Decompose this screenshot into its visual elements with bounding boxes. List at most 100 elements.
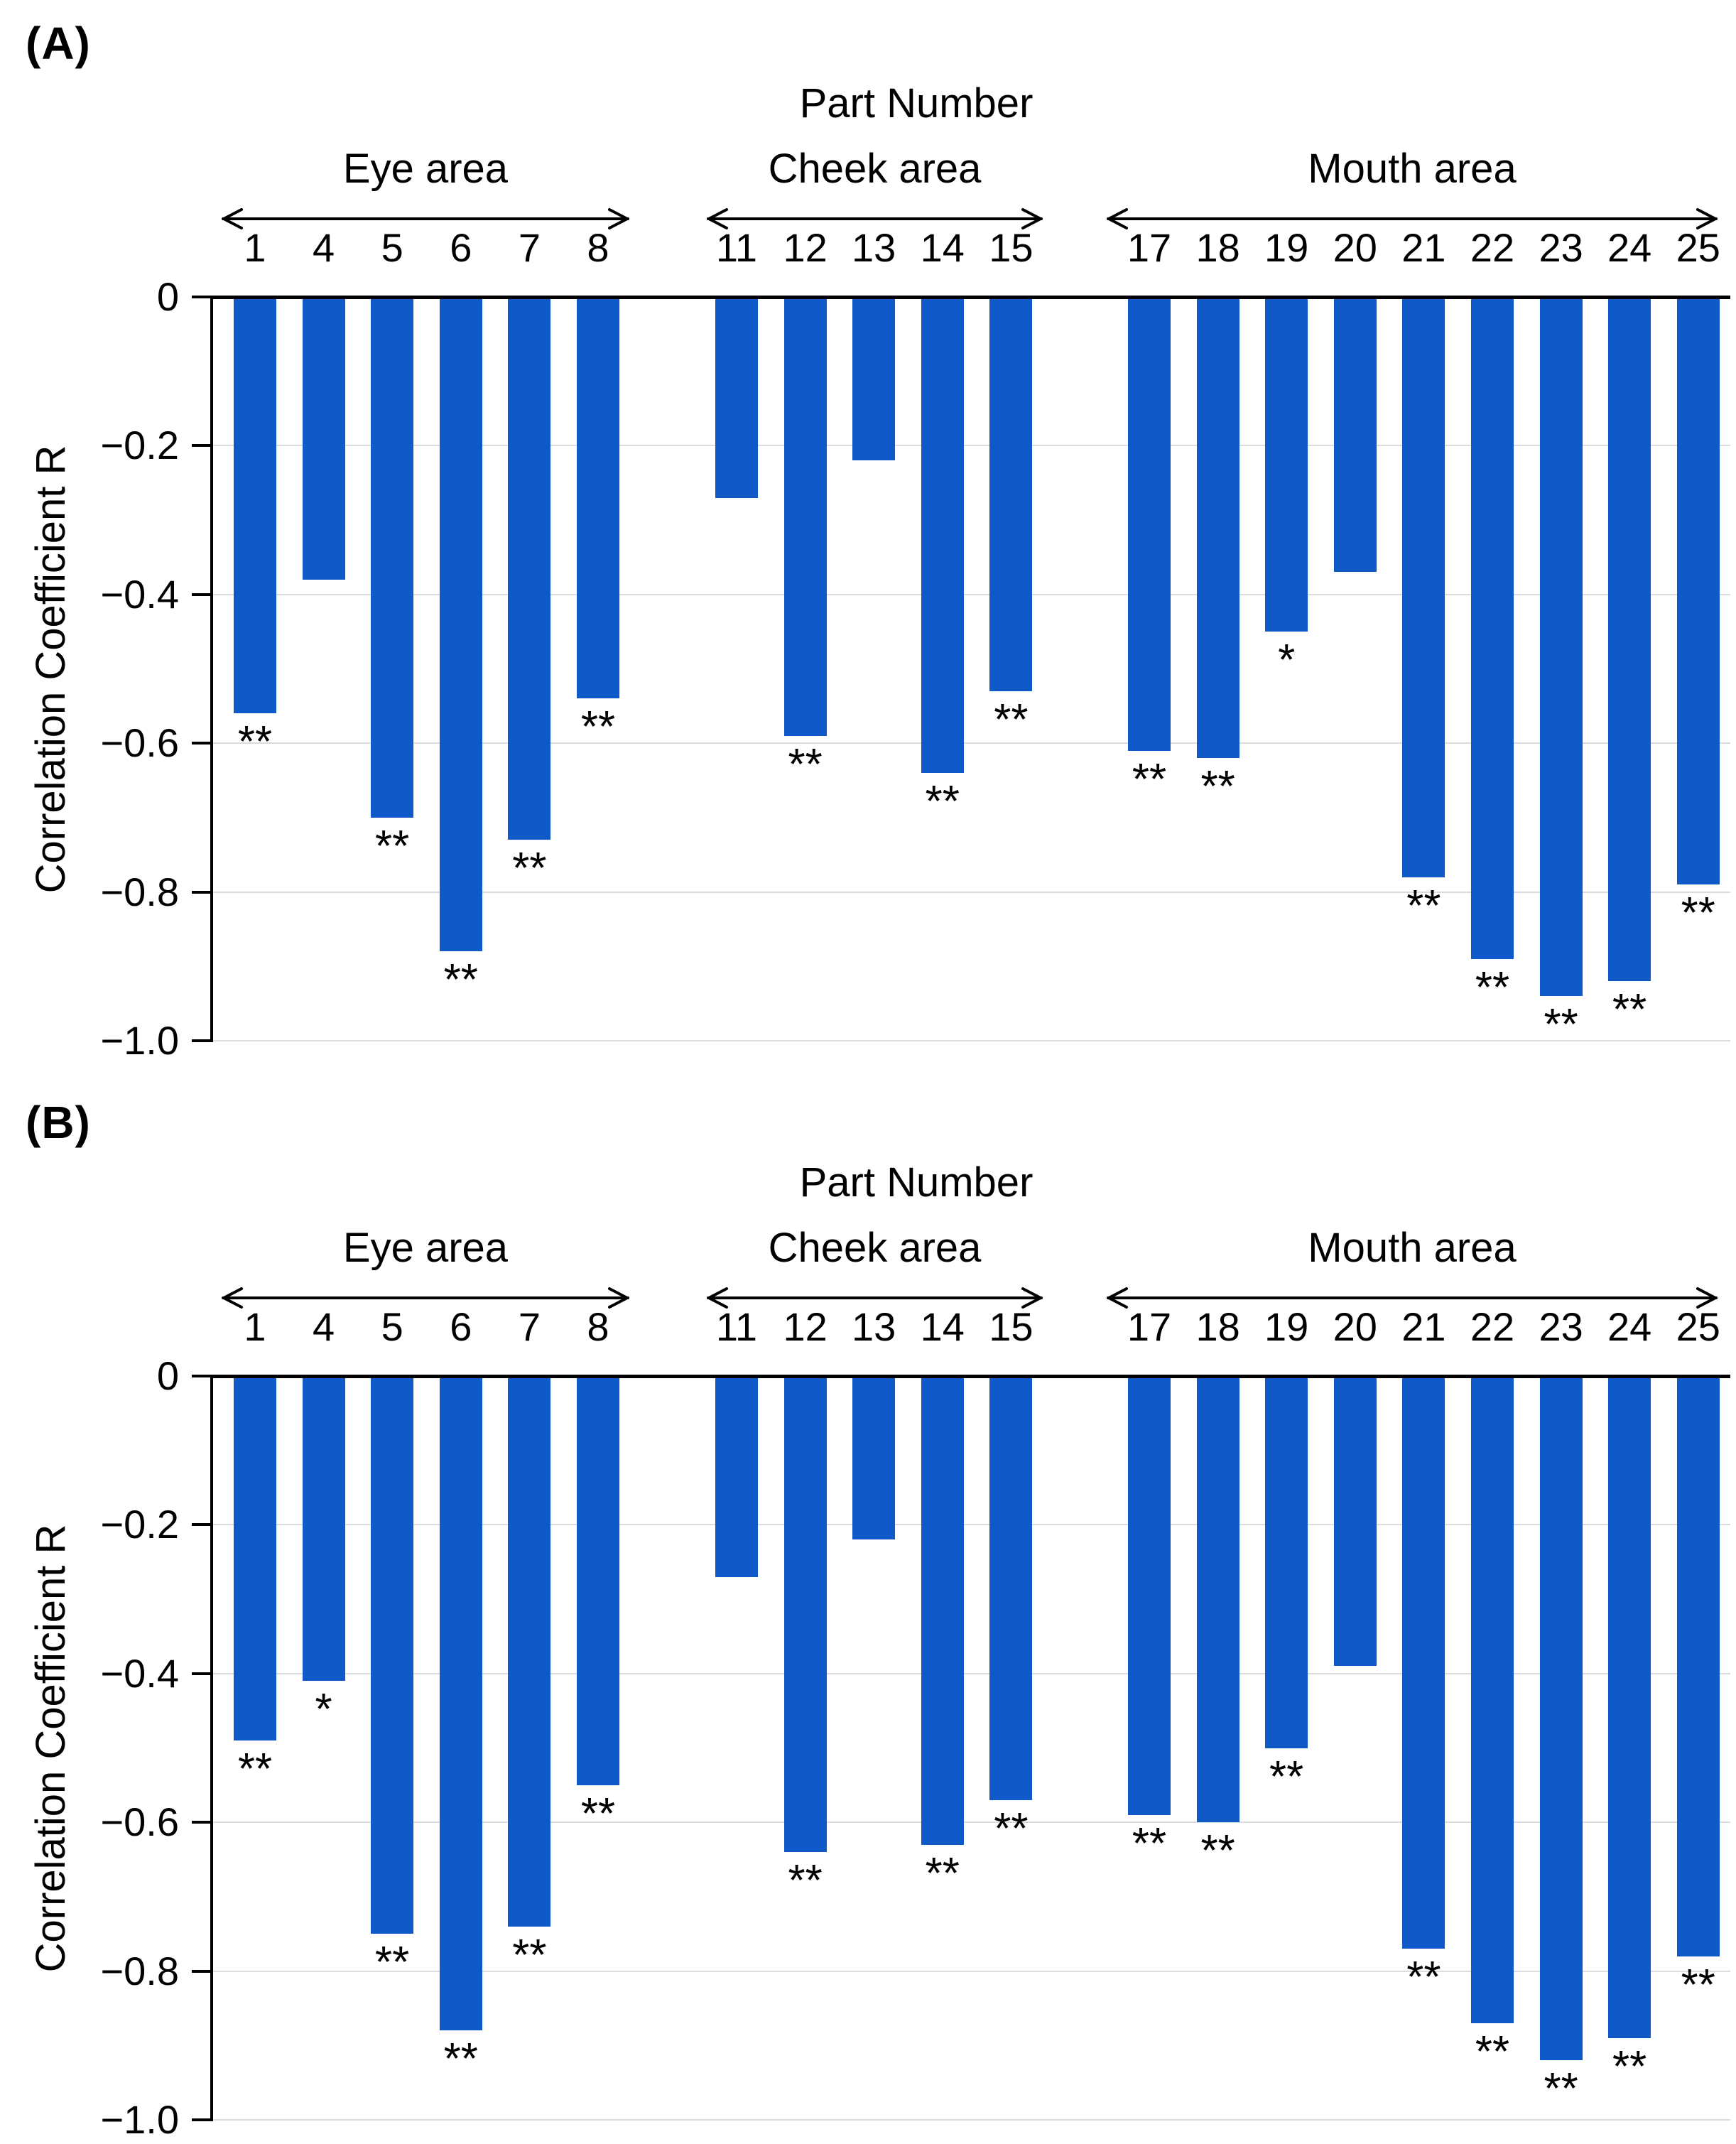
y-tick-label: −1.0 — [100, 1018, 179, 1063]
significance-marker: ** — [237, 1745, 273, 1794]
part-number-label: 17 — [1127, 225, 1172, 270]
part-number-label: 1 — [244, 225, 266, 270]
axis-tick — [192, 1375, 210, 1377]
y-tick-label: −0.2 — [100, 1502, 179, 1547]
y-tick-label: 0 — [156, 274, 179, 319]
significance-marker: ** — [1406, 1953, 1441, 2003]
bar — [783, 1378, 827, 1853]
significance-marker: ** — [1200, 762, 1235, 812]
significance-marker: ** — [1544, 1000, 1578, 1050]
x-axis-title: Part Number — [799, 80, 1034, 126]
group-arrow-icon — [217, 1285, 634, 1311]
axis-tick — [192, 1523, 210, 1527]
significance-marker: ** — [1132, 754, 1167, 804]
bar — [371, 1378, 414, 1934]
bar — [439, 1378, 482, 2031]
significance-marker: ** — [1475, 963, 1510, 1012]
gridline — [210, 1821, 1730, 1824]
significance-marker: ** — [443, 955, 478, 1005]
part-number-label: 18 — [1195, 225, 1240, 270]
part-number-label: 20 — [1333, 225, 1377, 270]
bar — [234, 1378, 276, 1741]
bar — [852, 1378, 896, 1540]
part-number-label: 22 — [1470, 1304, 1515, 1349]
part-number-label: 7 — [518, 225, 541, 270]
bar — [1196, 1378, 1239, 1823]
bar — [508, 1378, 551, 1927]
part-number-label: 18 — [1195, 1304, 1240, 1349]
y-tick-label: −0.4 — [100, 571, 179, 617]
panel-label: (B) — [26, 1097, 91, 1148]
part-number-label: 14 — [920, 225, 965, 270]
bar — [989, 299, 1033, 691]
bar — [1333, 299, 1377, 573]
part-number-label: 13 — [852, 1304, 896, 1349]
significance-marker: ** — [1544, 2064, 1578, 2114]
gridline — [210, 1672, 1730, 1674]
part-number-label: 19 — [1264, 225, 1309, 270]
group-arrow-icon — [217, 206, 634, 232]
bar — [1128, 299, 1171, 751]
part-number-label: 25 — [1676, 1304, 1720, 1349]
y-tick-label: −0.8 — [100, 1948, 179, 1993]
group-label: Mouth area — [1308, 146, 1517, 192]
panel-a: (A) Part Number Correlation Coefficient … — [26, 18, 1730, 1063]
significance-marker: * — [315, 1685, 332, 1735]
part-number-label: 21 — [1401, 1304, 1446, 1349]
axis-tick — [192, 2118, 210, 2121]
axis-tick — [192, 742, 210, 745]
group-label: Cheek area — [768, 1225, 982, 1271]
plot-area: 1 ** 4 * 5 ** 6 ** 7 ** 8 ** Eye area 11 12 ** 13 14 ** 15 *… — [0, 1079, 1736, 2144]
y-tick-label: −1.0 — [100, 2097, 179, 2142]
significance-marker: ** — [1475, 2027, 1510, 2077]
significance-marker: * — [1278, 636, 1296, 686]
part-number-label: 22 — [1470, 225, 1515, 270]
y-tick-label: −0.4 — [100, 1650, 179, 1696]
gridline — [210, 445, 1730, 447]
bar — [234, 299, 276, 714]
significance-marker: ** — [1612, 2042, 1647, 2091]
part-number-label: 21 — [1401, 225, 1446, 270]
zero-line — [210, 1375, 1730, 1378]
panel-label: (A) — [26, 18, 91, 69]
y-tick-label: −0.2 — [100, 423, 179, 468]
part-number-label: 5 — [381, 1304, 403, 1349]
bar — [1471, 299, 1514, 959]
part-number-label: 12 — [783, 1304, 828, 1349]
gridline — [210, 1524, 1730, 1526]
group-arrow-icon — [702, 1285, 1047, 1311]
part-number-label: 4 — [313, 225, 335, 270]
axis-tick — [192, 890, 210, 894]
bar — [302, 299, 345, 580]
group-arrow-icon — [1102, 206, 1722, 232]
part-number-label: 24 — [1607, 1304, 1652, 1349]
significance-marker: ** — [1612, 985, 1647, 1035]
bar — [1265, 1378, 1308, 1748]
y-tick-label: −0.8 — [100, 869, 179, 914]
gridline — [210, 2119, 1730, 2121]
bar — [1676, 1378, 1720, 1956]
significance-marker: ** — [580, 703, 616, 752]
significance-marker: ** — [580, 1789, 616, 1839]
significance-marker: ** — [512, 1930, 547, 1980]
significance-marker: ** — [994, 695, 1029, 745]
group-label: Eye area — [342, 146, 509, 192]
bar — [439, 299, 482, 952]
x-axis-title: Part Number — [799, 1159, 1034, 1206]
significance-marker: ** — [788, 740, 823, 789]
bar — [852, 299, 896, 461]
axis-tick — [192, 444, 210, 448]
part-number-label: 25 — [1676, 225, 1720, 270]
part-number-label: 15 — [989, 1304, 1034, 1349]
gridline — [210, 891, 1730, 893]
bar — [371, 299, 414, 818]
bar — [577, 1378, 619, 1785]
gridline — [210, 742, 1730, 745]
part-number-label: 4 — [313, 1304, 335, 1349]
bar — [1676, 299, 1720, 885]
part-number-label: 23 — [1539, 1304, 1583, 1349]
axis-tick — [192, 1821, 210, 1824]
zero-line — [210, 296, 1730, 299]
part-number-label: 17 — [1127, 1304, 1172, 1349]
significance-marker: ** — [1132, 1819, 1167, 1868]
